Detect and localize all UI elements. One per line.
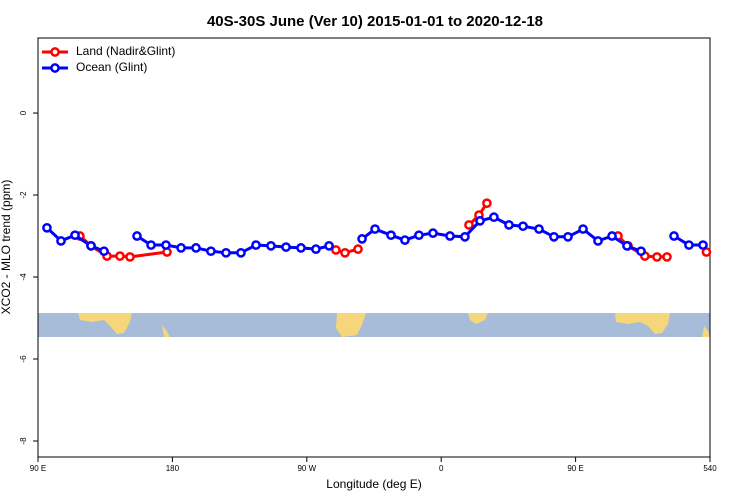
map-strip: [38, 313, 710, 337]
data-point: [191, 243, 201, 253]
data-point: [636, 246, 646, 257]
y-tick-label: -6: [19, 355, 28, 363]
legend-label: Ocean (Glint): [76, 60, 147, 74]
data-point: [482, 198, 492, 209]
data-point: [622, 241, 632, 251]
y-tick-label: -4: [19, 273, 28, 281]
data-point: [475, 216, 485, 226]
data-point: [698, 240, 708, 250]
x-tick-label: 90 E: [30, 464, 46, 473]
data-point: [266, 241, 276, 251]
data-point: [99, 246, 109, 257]
data-point: [534, 224, 544, 234]
land-shape: [702, 326, 710, 337]
data-point: [251, 240, 261, 250]
data-point: [357, 234, 367, 244]
data-point: [340, 247, 350, 258]
data-point: [593, 236, 603, 246]
data-point: [549, 231, 559, 242]
y-tick-label: -8: [19, 437, 28, 445]
chart-title: 40S-30S June (Ver 10) 2015-01-01 to 2020…: [207, 13, 543, 30]
data-point: [428, 228, 438, 239]
data-point: [489, 212, 499, 223]
legend-marker: [50, 63, 60, 73]
x-tick-label: 540: [703, 464, 717, 473]
data-point: [296, 243, 306, 253]
data-point: [684, 240, 694, 250]
data-point: [221, 247, 231, 258]
data-point: [578, 224, 588, 234]
data-point: [281, 242, 291, 252]
land-shape: [78, 313, 132, 334]
data-point: [464, 220, 474, 230]
land-shape: [162, 325, 170, 337]
data-point: [652, 252, 662, 262]
legend-marker: [50, 47, 60, 57]
land-shape: [468, 313, 488, 324]
data-point: [236, 247, 246, 258]
data-point: [176, 243, 186, 253]
data-point: [400, 235, 410, 245]
series-line: [80, 203, 706, 257]
data-point: [331, 245, 341, 255]
ocean-band: [38, 313, 710, 337]
data-point: [563, 231, 573, 242]
land-shape: [336, 313, 366, 337]
data-point: [42, 222, 52, 233]
data-point: [386, 230, 396, 241]
land-shape: [615, 313, 670, 334]
data-point: [445, 231, 455, 241]
data-point: [70, 230, 80, 241]
data-point: [504, 220, 514, 230]
data-point: [370, 224, 380, 234]
y-tick-label: 0: [19, 110, 28, 115]
x-tick-label: 0: [439, 464, 444, 473]
data-point: [311, 244, 321, 254]
data-point: [353, 244, 363, 254]
data-point: [115, 251, 125, 261]
x-tick-label: 90 W: [297, 464, 316, 473]
x-axis-label: Longitude (deg E): [326, 477, 421, 491]
legend-label: Land (Nadir&Glint): [76, 44, 175, 58]
y-tick-label: -2: [19, 191, 28, 199]
data-point: [518, 221, 528, 232]
data-point: [86, 241, 96, 251]
data-point: [607, 231, 617, 241]
data-point: [460, 231, 470, 242]
data-point: [669, 231, 679, 241]
data-point: [414, 230, 424, 241]
data-point: [56, 236, 66, 246]
data-point: [662, 252, 672, 262]
data-point: [125, 252, 135, 262]
x-tick-label: 90 E: [567, 464, 583, 473]
y-axis-label: XCO2 - MLO trend (ppm): [0, 180, 13, 315]
data-point: [132, 231, 142, 241]
plot-frame: [37, 37, 711, 458]
data-point: [324, 241, 334, 251]
series-line: [45, 215, 703, 255]
data-point: [161, 240, 171, 250]
x-tick-label: 180: [166, 464, 180, 473]
data-point: [146, 240, 156, 250]
data-point: [206, 246, 216, 257]
